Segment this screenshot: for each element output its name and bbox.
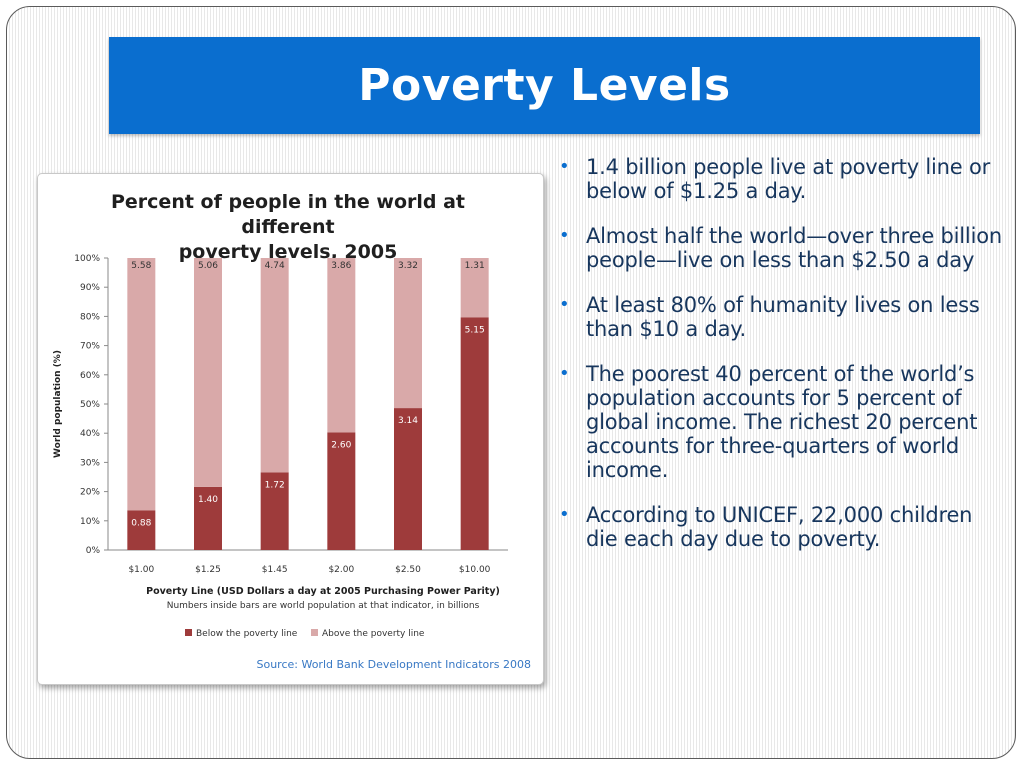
chart-title: Percent of people in the world at differ… bbox=[88, 190, 488, 265]
legend-label-below: Below the poverty line bbox=[196, 629, 298, 639]
chart-source: Source: World Bank Development Indicator… bbox=[256, 658, 531, 671]
bullet-item: At least 80% of humanity lives on less t… bbox=[555, 293, 1007, 341]
bar-below-poverty bbox=[394, 408, 422, 550]
y-tick-label: 40% bbox=[80, 429, 100, 439]
x-axis-label: Poverty Line (USD Dollars a day at 2005 … bbox=[146, 586, 500, 597]
chart-title-line-2: poverty levels, 2005 bbox=[178, 241, 398, 263]
bar-below-value-label: 3.14 bbox=[398, 416, 418, 426]
bar-below-value-label: 1.72 bbox=[265, 480, 285, 490]
bar-above-value-label: 1.31 bbox=[465, 261, 485, 271]
x-tick-label: $1.25 bbox=[195, 565, 221, 575]
bar-below-value-label: 0.88 bbox=[131, 518, 151, 528]
bullet-item: The poorest 40 percent of the world’s po… bbox=[555, 362, 1007, 482]
y-tick-label: 90% bbox=[80, 283, 100, 293]
bar-below-poverty bbox=[194, 486, 222, 550]
chart-card: Percent of people in the world at differ… bbox=[37, 173, 544, 685]
bullet-list: 1.4 billion people live at poverty line … bbox=[555, 155, 1007, 572]
x-tick-label: $2.50 bbox=[395, 565, 421, 575]
bullet-item: 1.4 billion people live at poverty line … bbox=[555, 155, 1007, 203]
chart-note: Numbers inside bars are world population… bbox=[167, 601, 480, 611]
slide-title: Poverty Levels bbox=[358, 60, 731, 111]
bar-above-value-label: 3.86 bbox=[331, 261, 351, 271]
bar-above-value-label: 4.74 bbox=[265, 261, 285, 271]
bar-below-poverty bbox=[327, 432, 356, 550]
y-tick-label: 0% bbox=[86, 546, 101, 556]
slide-frame: Poverty Levels Percent of people in the … bbox=[6, 6, 1016, 759]
y-tick-label: 100% bbox=[74, 254, 100, 264]
y-tick-label: 80% bbox=[80, 312, 100, 322]
bar-below-poverty bbox=[460, 317, 489, 550]
y-axis-label: World population (%) bbox=[53, 350, 63, 458]
bar-above-poverty bbox=[327, 258, 356, 433]
x-tick-label: $1.45 bbox=[262, 565, 288, 575]
bar-below-value-label: 5.15 bbox=[465, 325, 485, 335]
y-tick-label: 10% bbox=[80, 517, 100, 527]
bar-above-poverty bbox=[260, 258, 289, 473]
stacked-bar-chart: 0% 10% 20% 30% 40% 50% 60% 70% 80% 90% 100% World p… bbox=[53, 254, 508, 639]
y-tick-label: 20% bbox=[80, 488, 100, 498]
bar-above-poverty bbox=[394, 258, 422, 409]
bar-above-value-label: 3.32 bbox=[398, 261, 418, 271]
bar-below-poverty bbox=[260, 472, 289, 550]
x-tick-label: $10.00 bbox=[459, 565, 491, 575]
bar-above-poverty bbox=[127, 258, 156, 511]
legend-swatch-below bbox=[185, 629, 192, 636]
x-tick-label: $1.00 bbox=[128, 565, 154, 575]
bullet-item: According to UNICEF, 22,000 children die… bbox=[555, 503, 1007, 551]
bar-below-value-label: 2.60 bbox=[331, 440, 351, 450]
y-tick-label: 70% bbox=[80, 342, 100, 352]
legend-swatch-above bbox=[311, 629, 318, 636]
bullet-item: Almost half the world—over three billion… bbox=[555, 224, 1007, 272]
chart-title-line-1: Percent of people in the world at differ… bbox=[110, 191, 465, 238]
y-tick-label: 30% bbox=[80, 458, 100, 468]
legend-label-above: Above the poverty line bbox=[322, 629, 425, 639]
bar-above-value-label: 5.58 bbox=[131, 261, 151, 271]
bar-below-poverty bbox=[127, 510, 156, 550]
bar-above-value-label: 5.06 bbox=[198, 261, 218, 271]
y-tick-label: 60% bbox=[80, 371, 100, 381]
bar-below-value-label: 1.40 bbox=[198, 495, 218, 505]
y-tick-label: 50% bbox=[80, 400, 100, 410]
x-tick-label: $2.00 bbox=[328, 565, 354, 575]
bar-above-poverty bbox=[460, 258, 489, 318]
bar-above-poverty bbox=[194, 258, 222, 487]
title-bar: Poverty Levels bbox=[109, 37, 980, 134]
